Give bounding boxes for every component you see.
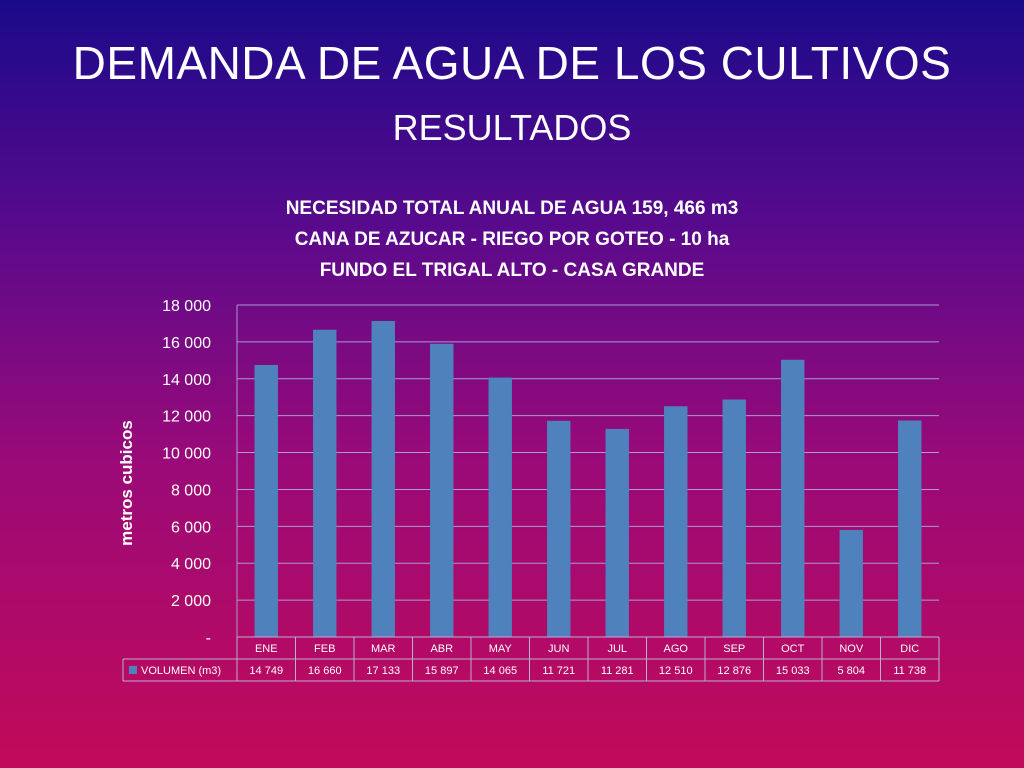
y-tick-label: 18 000 [162, 298, 211, 315]
data-value-label: 16 660 [308, 665, 342, 677]
bar-sep [722, 399, 746, 637]
legend-label: VOLUMEN (m3) [141, 665, 221, 677]
x-tick-label: JUN [548, 643, 569, 655]
x-tick-label: JUL [607, 643, 627, 655]
x-tick-label: DIC [900, 643, 919, 655]
y-tick-label: 14 000 [162, 372, 211, 389]
chart-title-line-3: FUNDO EL TRIGAL ALTO - CASA GRANDE [319, 260, 705, 281]
y-tick-label: - [206, 630, 211, 647]
data-value-label: 12 876 [717, 665, 751, 677]
bar-ago [664, 406, 688, 637]
data-value-label: 14 065 [483, 665, 517, 677]
x-tick-label: ENE [255, 643, 278, 655]
x-tick-label: NOV [839, 643, 864, 655]
x-tick-label: MAY [489, 643, 513, 655]
bar-jul [605, 428, 629, 637]
slide-subtitle: RESULTADOS [392, 107, 632, 148]
x-tick-label: AGO [664, 643, 689, 655]
y-tick-label: 2 000 [171, 593, 211, 610]
slide-title: DEMANDA DE AGUA DE LOS CULTIVOS [72, 37, 952, 89]
bar-abr [430, 343, 454, 637]
bar-ene [254, 364, 278, 637]
data-value-label: 17 133 [366, 665, 400, 677]
x-tick-label: FEB [314, 643, 335, 655]
data-value-label: 15 897 [425, 665, 459, 677]
data-value-label: 14 749 [249, 665, 283, 677]
bar-feb [313, 329, 337, 637]
data-value-label: 5 804 [837, 665, 865, 677]
x-tick-label: ABR [430, 643, 453, 655]
y-tick-label: 4 000 [171, 556, 211, 573]
bar-oct [781, 359, 805, 637]
data-value-label: 12 510 [659, 665, 693, 677]
legend-key [129, 666, 137, 674]
x-tick-label: MAR [371, 643, 396, 655]
data-value-label: 15 033 [776, 665, 810, 677]
data-value-label: 11 281 [601, 665, 634, 677]
chart-title-line-2: CANA DE AZUCAR - RIEGO POR GOTEO - 10 ha [294, 229, 730, 250]
x-tick-label: OCT [781, 643, 805, 655]
bar-dic [898, 420, 922, 637]
bar-may [488, 377, 512, 637]
bar-jun [547, 420, 571, 637]
y-tick-label: 12 000 [162, 409, 211, 426]
data-value-label: 11 738 [893, 665, 926, 677]
y-tick-label: 6 000 [171, 519, 211, 536]
y-tick-label: 16 000 [162, 335, 211, 352]
y-tick-label: 8 000 [171, 482, 211, 499]
data-value-label: 11 721 [542, 665, 575, 677]
x-tick-label: SEP [723, 643, 745, 655]
bar-mar [371, 320, 395, 637]
y-axis-label: metros cubicos [117, 420, 136, 546]
bar-nov [839, 529, 863, 637]
y-tick-label: 10 000 [162, 446, 211, 463]
chart-title-line-1: NECESIDAD TOTAL ANUAL DE AGUA 159, 466 m… [285, 198, 739, 219]
